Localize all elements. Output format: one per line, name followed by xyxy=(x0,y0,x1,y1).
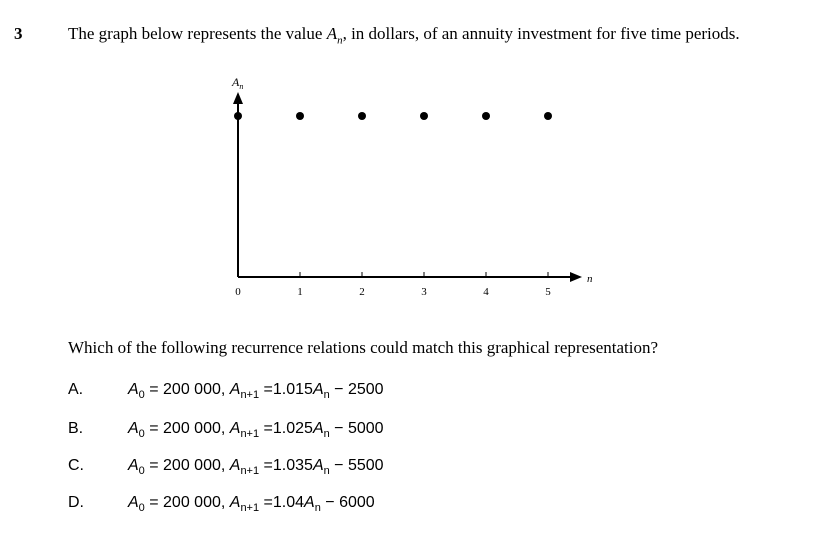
var-symbol: A xyxy=(128,457,139,474)
stem-text-before: The graph below represents the value xyxy=(68,24,327,43)
x-tick-label: 2 xyxy=(359,286,365,298)
stem-variable-subscript: n xyxy=(337,34,343,47)
data-point xyxy=(544,112,552,120)
var-subscript: 0 xyxy=(138,428,145,441)
var-symbol: A xyxy=(304,494,315,511)
question-stem: The graph below represents the value An,… xyxy=(68,24,740,46)
rule-coefficient: =1.025 xyxy=(259,420,313,437)
var-symbol: A xyxy=(128,381,139,398)
graph-axes: Ann xyxy=(231,75,593,285)
x-tick-label: 5 xyxy=(545,286,551,298)
option-recurrence: A0 = 200 000, An+1 =1.025An − 5000 xyxy=(128,420,384,440)
var-subscript: 0 xyxy=(138,465,145,478)
option-letter: D. xyxy=(68,494,84,511)
graph-points xyxy=(234,112,552,120)
rule-constant: − 5500 xyxy=(329,457,384,474)
initial-value: = 200 000, xyxy=(144,494,230,511)
rule-coefficient: =1.035 xyxy=(259,457,313,474)
x-tick-label: 4 xyxy=(483,286,489,298)
data-point xyxy=(234,112,242,120)
var-symbol: A xyxy=(312,457,324,474)
var-subscript: n xyxy=(323,389,330,402)
y-axis-label-subscript: n xyxy=(239,82,243,91)
var-subscript: n+1 xyxy=(240,428,260,441)
rule-constant: − 6000 xyxy=(320,494,375,511)
option-letter: B. xyxy=(68,420,84,437)
initial-value: = 200 000, xyxy=(144,420,230,437)
rule-coefficient: =1.04 xyxy=(259,494,305,511)
rule-constant: − 2500 xyxy=(329,381,384,398)
stem-variable: A xyxy=(326,24,338,43)
var-symbol: A xyxy=(229,420,241,437)
var-symbol: A xyxy=(312,420,324,437)
x-tick-label: 1 xyxy=(297,286,303,298)
data-point xyxy=(420,112,428,120)
data-point xyxy=(482,112,490,120)
var-symbol: A xyxy=(128,420,139,437)
stem-text-after: , in dollars, of an annuity investment f… xyxy=(342,24,740,43)
initial-value: = 200 000, xyxy=(144,457,230,474)
initial-value: = 200 000, xyxy=(144,381,230,398)
option-recurrence: A0 = 200 000, An+1 =1.015An − 2500 xyxy=(128,381,384,401)
var-subscript: n+1 xyxy=(240,465,260,478)
rule-constant: − 5000 xyxy=(329,420,384,437)
var-subscript: n+1 xyxy=(240,502,260,515)
var-subscript: 0 xyxy=(138,502,145,515)
var-subscript: n xyxy=(323,428,330,441)
x-tick-label: 0 xyxy=(235,286,241,298)
option-recurrence: A0 = 200 000, An+1 =1.04An − 6000 xyxy=(128,494,375,514)
data-point xyxy=(358,112,366,120)
var-subscript: 0 xyxy=(138,389,145,402)
rule-coefficient: =1.015 xyxy=(259,381,313,398)
graph-ticks: 0 1 2 3 4 5 xyxy=(235,272,551,298)
var-symbol: A xyxy=(229,381,241,398)
var-subscript: n xyxy=(314,502,321,515)
option-letter: C. xyxy=(68,457,84,474)
x-axis-label: n xyxy=(587,273,593,285)
option-letter: A. xyxy=(68,381,84,398)
question-prompt: Which of the following recurrence relati… xyxy=(68,338,659,357)
option-recurrence: A0 = 200 000, An+1 =1.035An − 5500 xyxy=(128,457,384,477)
var-symbol: A xyxy=(229,457,241,474)
y-axis-label: An xyxy=(231,75,243,91)
y-axis-arrow xyxy=(233,92,243,104)
var-subscript: n xyxy=(323,465,330,478)
var-subscript: n+1 xyxy=(240,389,260,402)
x-axis-arrow xyxy=(570,272,582,282)
question-number: 3 xyxy=(14,24,23,43)
var-symbol: A xyxy=(229,494,241,511)
var-symbol: A xyxy=(312,381,324,398)
var-symbol: A xyxy=(128,494,139,511)
x-tick-label: 3 xyxy=(421,286,427,298)
data-point xyxy=(296,112,304,120)
